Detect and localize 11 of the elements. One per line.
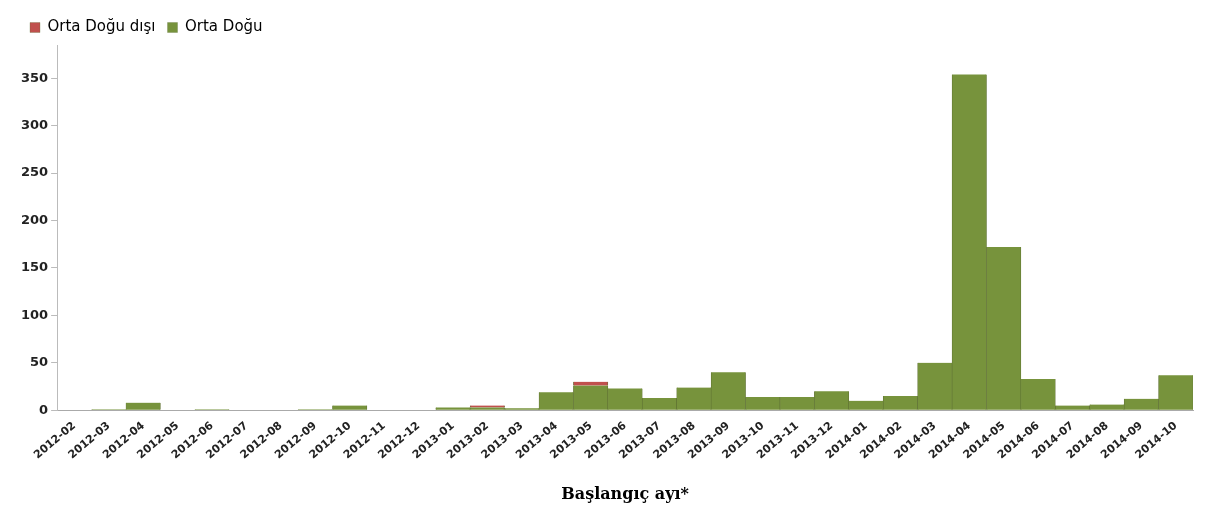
y-tick-label: 0 xyxy=(39,401,49,417)
legend-label: Orta Doğu xyxy=(185,17,263,36)
y-tick-label: 350 xyxy=(21,69,49,85)
y-tick-label: 100 xyxy=(21,306,49,322)
y-tick-label: 200 xyxy=(21,211,49,227)
legend-label: Orta Doğu dışı xyxy=(47,17,156,36)
y-tick-label: 150 xyxy=(21,259,49,275)
y-tick-label: 50 xyxy=(30,354,49,370)
y-tick-label: 250 xyxy=(21,164,49,180)
x-axis-title: Başlangıç ayı* xyxy=(561,483,690,503)
y-tick-label: 300 xyxy=(21,117,49,133)
